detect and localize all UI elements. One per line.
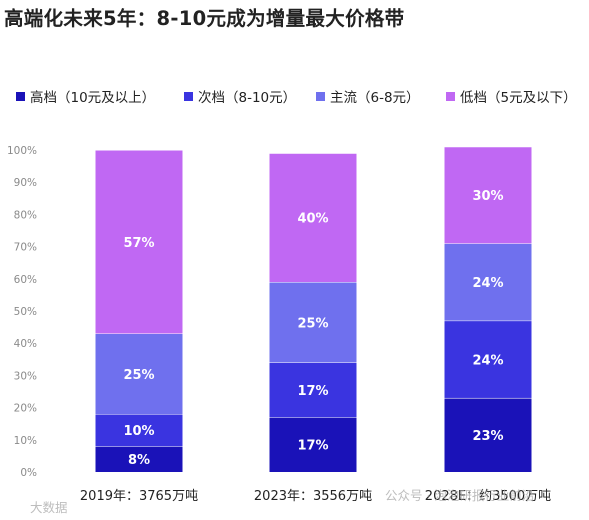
x-category-label: 2019年：3765万吨 [80,489,198,504]
bar-segment-premium [95,446,183,472]
data-label: 25% [123,368,154,383]
bar-segment-sub-premium [269,362,357,418]
bar-segment-sub-premium [95,414,183,447]
legend-swatch-premium [16,91,25,101]
legend-swatch-mainstream [316,91,325,101]
bar-segment-low-end [444,146,532,244]
bar-segment-mainstream [95,333,183,415]
legend-item-low-end: 低档（5元及以下） [446,86,577,106]
bar-segment-premium [444,397,532,472]
watermark-text-2: 大数据 [30,500,68,515]
bar-segment-sub-premium [444,320,532,398]
chart-title: 高端化未来5年：8-10元成为增量最大价格带 [4,7,405,30]
y-tick-label: 20% [14,403,37,415]
data-label: 24% [472,276,503,291]
data-label: 17% [297,439,328,454]
legend-swatch-sub-premium [184,91,193,101]
bar-segment-mainstream [269,282,357,363]
y-tick-label: 60% [14,274,37,286]
x-category-label: 2023年：3556万吨 [254,489,372,504]
legend-swatch-low-end [446,91,455,101]
data-label: 30% [472,189,503,204]
data-label: 17% [297,384,328,399]
y-tick-label: 50% [14,306,37,318]
legend-label-low-end: 低档（5元及以下） [460,90,577,106]
legend-label-mainstream: 主流（6-8元） [330,90,420,106]
y-tick-label: 90% [14,177,37,189]
y-axis: 0% 10% 20% 30% 40% 50% 60% 70% 80% 90% 100% [7,145,37,479]
y-tick-label: 10% [14,435,37,447]
legend-label-premium: 高档（10元及以上） [30,90,156,106]
legend-item-mainstream: 主流（6-8元） [316,86,420,106]
bar-segment-low-end [95,150,183,334]
y-tick-label: 0% [20,467,37,479]
data-label: 25% [297,316,328,331]
bars: 8% 10% 25% 57% 17% 17% 25% 40% 23% 24% 24% 30% [95,146,532,472]
legend: 高档（10元及以上） 次档（8-10元） 主流（6-8元） 低档（5元及以下） [0,86,589,106]
x-axis: 2019年：3765万吨 2023年：3556万吨 2028E：约3500万吨 [80,489,551,504]
y-tick-label: 40% [14,338,37,350]
watermark-text: 公众号 · 泡泡研报行业前沿 [385,488,534,503]
legend-label-sub-premium: 次档（8-10元） [198,90,297,106]
data-label: 24% [472,353,503,368]
y-tick-label: 100% [7,145,37,157]
legend-item-premium: 高档（10元及以上） [16,86,155,106]
data-label: 8% [128,453,150,468]
bar-segment-premium [269,417,357,472]
y-tick-label: 70% [14,242,37,254]
legend-item-sub-premium: 次档（8-10元） [184,86,296,106]
data-label: 23% [472,429,503,444]
data-label: 57% [123,236,154,251]
bar-segment-low-end [269,153,357,283]
y-tick-label: 30% [14,370,37,382]
bar-segment-mainstream [444,243,532,321]
y-tick-label: 80% [14,209,37,221]
x-category-label: 2028E：约3500万吨 [425,489,551,504]
data-label: 10% [123,424,154,439]
data-label: 40% [297,212,328,227]
